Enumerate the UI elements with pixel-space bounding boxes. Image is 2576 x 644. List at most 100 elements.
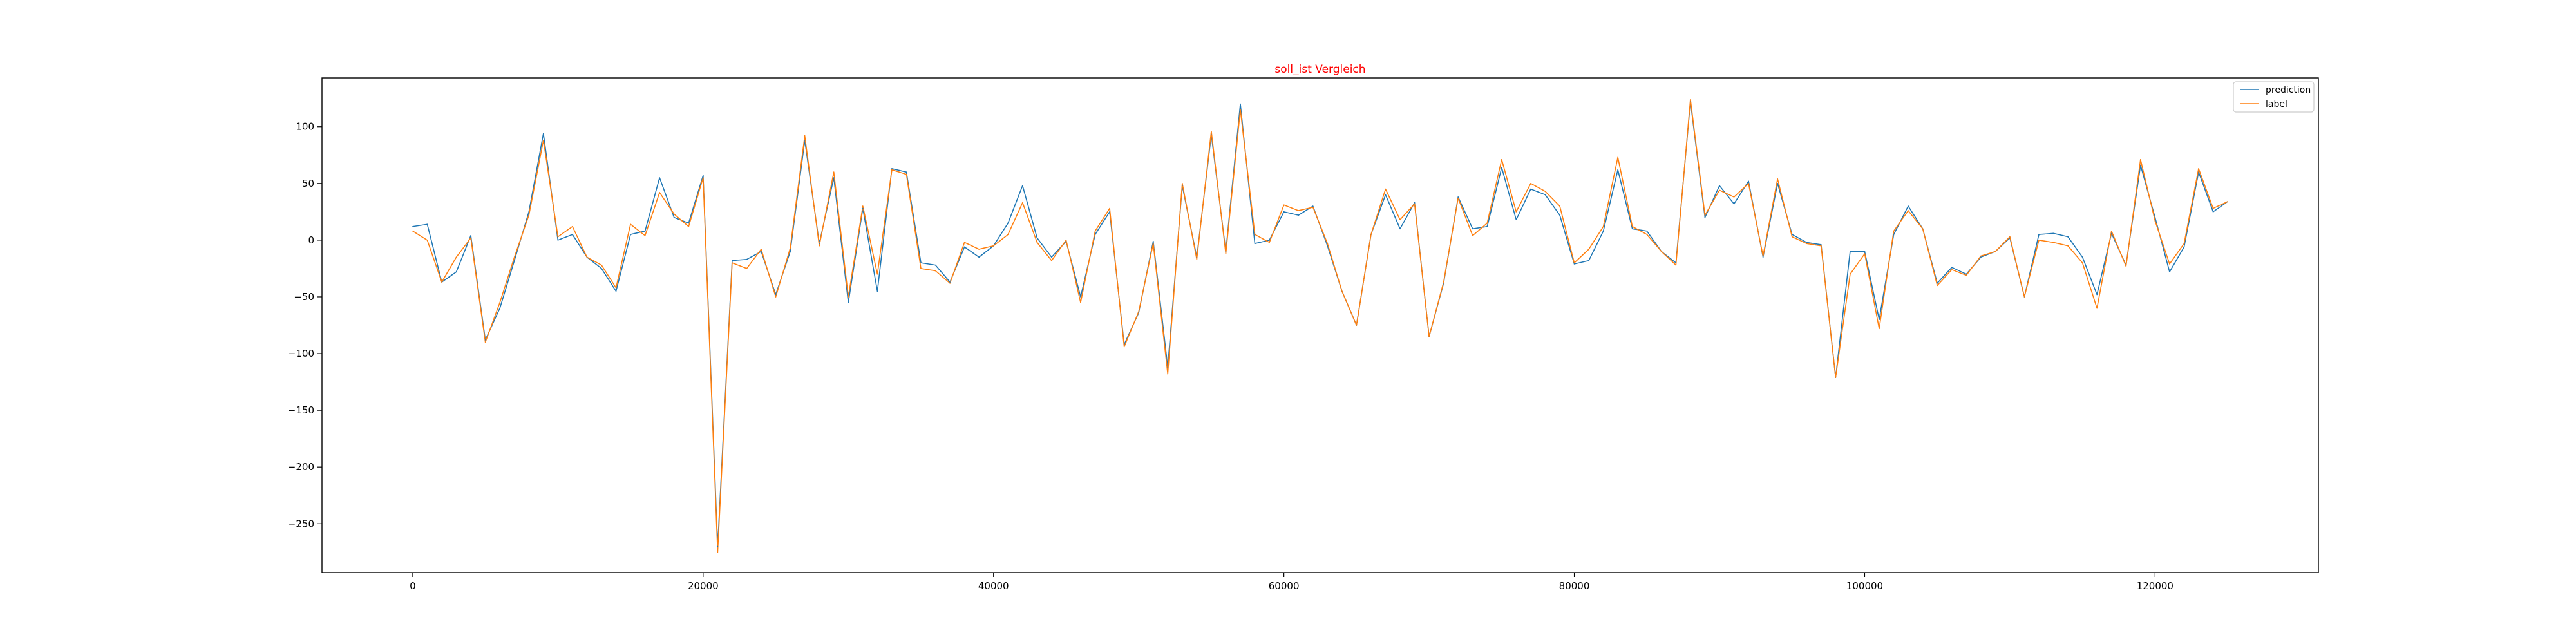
prediction-point — [1980, 256, 1982, 258]
prediction-point — [905, 171, 907, 173]
prediction-point — [2081, 256, 2083, 258]
prediction-point — [615, 290, 617, 292]
prediction-point — [1123, 344, 1125, 345]
label-series-line — [412, 99, 2228, 553]
label-point — [1515, 211, 1517, 213]
label-point — [848, 296, 849, 298]
prediction-point — [455, 271, 457, 273]
prediction-point — [1283, 211, 1285, 213]
prediction-point — [790, 251, 791, 252]
prediction-point — [1908, 205, 1909, 207]
label-point — [761, 249, 762, 250]
label-point — [1791, 236, 1793, 238]
label-point — [1065, 240, 1067, 241]
label-point — [673, 213, 675, 215]
prediction-point — [1022, 185, 1023, 187]
label-point — [1879, 328, 1880, 330]
label-point — [1501, 159, 1502, 160]
prediction-point — [1472, 228, 1473, 230]
label-point — [1965, 274, 1967, 276]
prediction-point — [1821, 244, 1822, 245]
label-point — [2038, 240, 2040, 241]
prediction-point — [1443, 283, 1444, 284]
axes-frame — [321, 77, 2319, 573]
label-point — [1704, 214, 1706, 216]
label-point — [1312, 207, 1314, 208]
prediction-point — [673, 216, 675, 218]
y-tick-label: 0 — [308, 234, 314, 246]
prediction-point — [1399, 228, 1401, 230]
prediction-point — [1240, 103, 1241, 105]
prediction-point — [746, 259, 748, 260]
label-point — [688, 225, 690, 227]
prediction-point — [1327, 245, 1329, 247]
prediction-point — [1791, 234, 1793, 235]
label-point — [1980, 255, 1982, 257]
prediction-point — [819, 243, 820, 244]
label-point — [1109, 207, 1110, 209]
label-point — [978, 249, 980, 250]
label-point — [804, 135, 806, 137]
prediction-point — [949, 281, 951, 283]
prediction-point — [1588, 260, 1589, 261]
label-point — [1269, 242, 1270, 243]
prediction-point — [761, 251, 762, 252]
label-point — [601, 264, 602, 266]
prediction-point — [1762, 256, 1764, 258]
label-point — [644, 235, 646, 236]
prediction-point — [1051, 256, 1052, 258]
prediction-point — [2140, 164, 2141, 166]
y-tick-label: −250 — [288, 518, 314, 529]
label-point — [1254, 234, 1256, 235]
label-point — [1994, 251, 1996, 252]
data-points — [412, 99, 2228, 553]
prediction-point — [1036, 237, 1038, 239]
prediction-point — [1182, 185, 1183, 187]
prediction-point — [659, 177, 660, 178]
prediction-point — [862, 207, 864, 209]
prediction-point — [1675, 262, 1677, 263]
prediction-point — [1065, 240, 1067, 242]
label-point — [1951, 269, 1953, 270]
prediction-point — [513, 260, 515, 261]
label-point — [1051, 260, 1052, 261]
label-point — [2023, 296, 2025, 298]
label-point — [1602, 225, 1604, 227]
prediction-point — [804, 140, 806, 141]
x-tick-label: 60000 — [1269, 580, 1300, 592]
prediction-point — [1109, 211, 1110, 213]
label-point — [1283, 204, 1285, 206]
chart-title: soll_ist Vergleich — [1274, 63, 1365, 76]
label-point — [876, 273, 878, 275]
prediction-point — [1544, 194, 1546, 196]
prediction-point — [1690, 101, 1691, 102]
label-point — [1661, 251, 1662, 252]
y-axis: −250 −200 −150 −100 −50 0 50 100 — [288, 121, 322, 529]
prediction-point — [2052, 232, 2054, 234]
prediction-point — [2169, 271, 2170, 273]
prediction-point — [1748, 180, 1749, 182]
prediction-point — [2125, 264, 2127, 266]
prediction-point — [1573, 263, 1575, 265]
prediction-point — [934, 264, 936, 266]
label-point — [992, 245, 994, 247]
label-point — [1733, 196, 1735, 198]
label-point — [1240, 109, 1241, 111]
prediction-point — [1602, 230, 1604, 232]
prediction-point — [1094, 234, 1096, 235]
label-point — [1631, 225, 1633, 227]
label-point — [615, 287, 617, 289]
label-point — [1762, 255, 1764, 257]
prediction-point — [1254, 243, 1256, 244]
prediction-point — [630, 234, 631, 235]
label-point — [2052, 242, 2054, 243]
prediction-point — [1733, 203, 1735, 205]
label-point — [1937, 285, 1938, 287]
legend-prediction-label: prediction — [2266, 85, 2311, 95]
prediction-point — [470, 235, 471, 236]
prediction-point — [891, 168, 893, 169]
prediction-point — [920, 262, 922, 263]
label-point — [1544, 191, 1546, 192]
x-tick-label: 100000 — [1846, 580, 1883, 592]
